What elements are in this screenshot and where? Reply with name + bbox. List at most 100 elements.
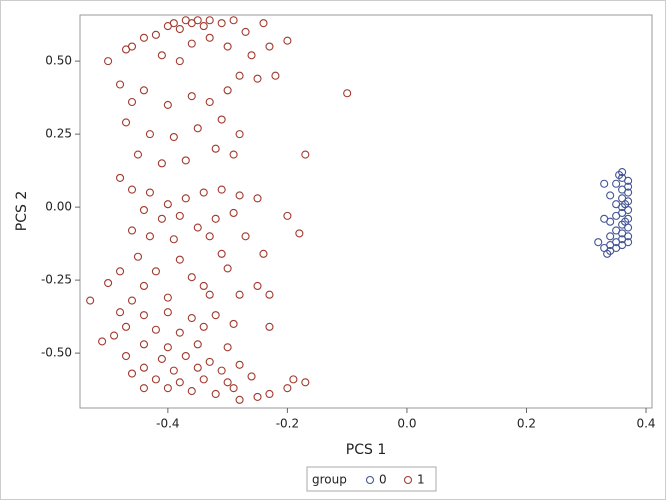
point [121, 118, 131, 127]
x-tick-label: 0.0 [397, 417, 416, 431]
point [624, 188, 633, 197]
point [139, 86, 149, 95]
point [115, 80, 125, 89]
y-tick-label: 0.50 [45, 54, 72, 68]
point [163, 384, 172, 393]
point [217, 19, 226, 28]
x-axis-label: PCS 1 [346, 442, 386, 458]
point [205, 290, 214, 299]
point [265, 42, 274, 51]
point [229, 384, 238, 393]
point [127, 369, 137, 378]
point [127, 185, 137, 194]
point [241, 27, 250, 36]
point [235, 395, 244, 404]
point [193, 340, 202, 349]
point [169, 19, 178, 28]
point [169, 366, 178, 375]
point [235, 290, 244, 299]
point [621, 217, 630, 226]
point [181, 194, 190, 203]
point [211, 214, 220, 223]
point [211, 389, 220, 399]
point [121, 351, 131, 361]
point [121, 322, 131, 331]
point [253, 281, 262, 291]
point [187, 92, 196, 101]
point [229, 150, 238, 159]
point [157, 159, 166, 168]
point [193, 124, 202, 133]
point [603, 249, 612, 258]
point [86, 296, 95, 305]
point [175, 211, 184, 220]
point [175, 57, 184, 66]
y-tick-label: 0.25 [45, 127, 72, 141]
point [265, 389, 274, 399]
point [115, 173, 125, 182]
point [157, 51, 166, 60]
point [151, 375, 160, 384]
point [139, 340, 149, 349]
point [139, 281, 149, 291]
point [205, 16, 214, 25]
point [235, 360, 244, 369]
point [271, 71, 280, 80]
point [151, 325, 160, 334]
legend-box [306, 466, 437, 492]
point [181, 156, 190, 165]
point [606, 232, 615, 241]
point [115, 308, 125, 317]
y-tick-label: -0.50 [41, 346, 72, 360]
point [193, 16, 202, 25]
point [211, 311, 220, 320]
point [301, 150, 310, 159]
point [169, 235, 178, 244]
point [343, 89, 352, 98]
y-tick-label: -0.25 [41, 273, 72, 287]
legend-marker [365, 475, 375, 485]
point [163, 293, 172, 302]
point [127, 97, 137, 107]
point [205, 232, 214, 241]
point [193, 223, 202, 232]
legend-label: 0 [379, 473, 387, 487]
point [193, 363, 202, 372]
point [115, 267, 125, 276]
x-tick-label: -0.4 [156, 417, 179, 431]
point [223, 42, 232, 51]
point [139, 363, 149, 372]
legend-marker [403, 475, 413, 485]
point [133, 150, 143, 159]
point [247, 372, 256, 381]
point [223, 264, 232, 273]
point [205, 357, 214, 366]
point [199, 375, 208, 384]
point [187, 387, 196, 396]
point [187, 314, 196, 323]
point [253, 392, 262, 401]
point [139, 311, 149, 320]
point [175, 328, 184, 337]
point [235, 71, 244, 80]
point [229, 208, 238, 218]
point [199, 281, 208, 291]
point [175, 378, 184, 387]
point [199, 322, 208, 331]
point [175, 24, 184, 34]
point [241, 232, 250, 241]
point [187, 39, 196, 48]
point [229, 16, 238, 25]
point [205, 97, 214, 107]
point [223, 343, 232, 352]
point [253, 194, 262, 203]
point [169, 132, 178, 142]
point [181, 351, 190, 361]
point [223, 378, 232, 387]
legend-title: group [312, 473, 347, 487]
point [606, 191, 615, 200]
point [229, 319, 238, 328]
point [253, 74, 262, 83]
